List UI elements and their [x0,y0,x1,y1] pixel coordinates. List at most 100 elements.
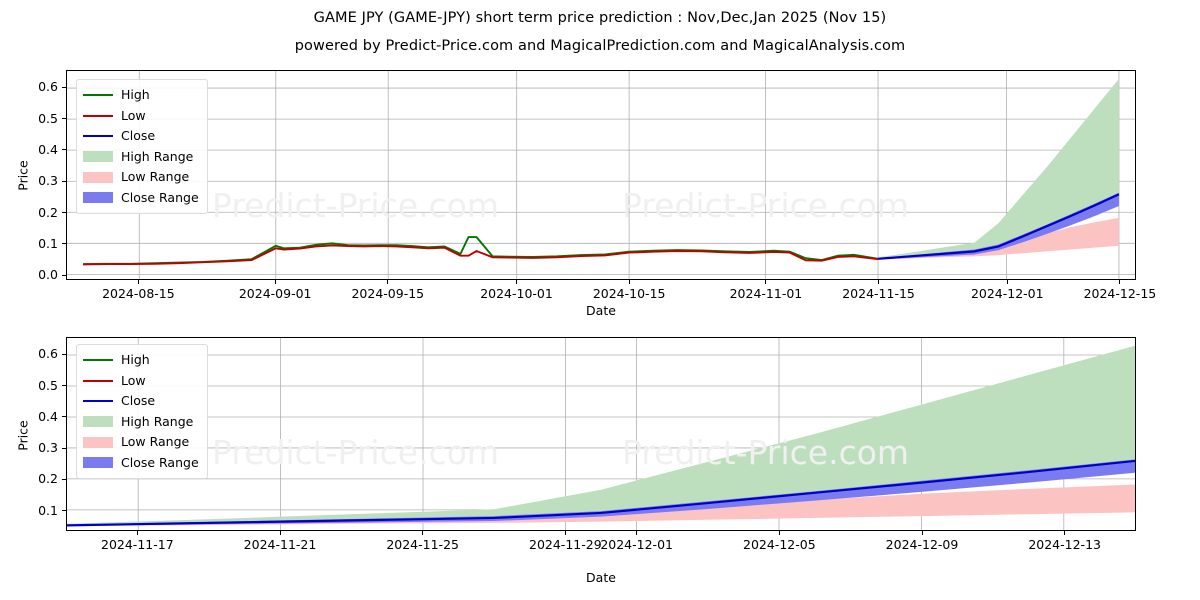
legend-line-swatch [83,114,113,117]
y-tick-label-overview: 0.4 [38,141,58,157]
x-tick-mark-zoomed [1064,531,1066,535]
x-tick-label-zoomed: 2024-11-25 [386,537,459,552]
x-tick-mark-zoomed [778,531,780,535]
y-tick-mark-overview [62,86,66,88]
x-tick-mark-zoomed [136,531,138,535]
x-tick-mark-zoomed [422,531,424,535]
legend-patch-swatch [83,151,113,163]
legend-item-high: High [83,85,199,106]
y-tick-mark-zoomed [62,416,66,418]
legend-item-low-range: Low Range [83,432,199,453]
legend-line-swatch [83,359,113,362]
legend-item-close: Close [83,126,199,147]
legend-item-high-range: High Range [83,147,199,168]
zoomed-chart-plot-area: Predict-Price.com Predict-Price.com High… [66,337,1136,531]
x-tick-label-zoomed: 2024-12-01 [600,537,673,552]
y-tick-mark-overview [62,149,66,151]
legend-item-low-range: Low Range [83,167,199,188]
legend-item-close-range: Close Range [83,188,199,209]
y-tick-mark-zoomed [62,510,66,512]
y-tick-label-overview: 0.5 [38,110,58,126]
y-tick-label-zoomed: 0.4 [38,408,58,424]
legend-item-label: High [121,87,150,102]
legend-patch-swatch [83,436,113,448]
x-tick-mark-zoomed [921,531,923,535]
y-tick-mark-zoomed [62,385,66,386]
low-history-line [83,244,879,266]
x-tick-mark-overview [628,280,630,284]
x-axis-label-bottom: Date [586,570,616,585]
legend-item-label: Close [121,393,156,408]
legend-patch-swatch [83,171,113,183]
overview-chart-plot-area: Predict-Price.com Predict-Price.com High… [66,70,1136,280]
high-history-line [83,236,879,266]
x-tick-mark-overview [387,280,389,284]
x-tick-label-zoomed: 2024-12-09 [885,537,959,552]
y-tick-mark-overview [62,212,66,214]
x-tick-label-zoomed: 2024-12-05 [743,537,816,552]
legend-line-swatch [83,400,113,403]
legend-item-high: High [83,350,199,371]
legend-item-label: Close Range [121,189,199,205]
legend-item-label: Low Range [121,169,190,184]
y-tick-label-zoomed: 0.2 [38,471,58,487]
y-tick-label-overview: 0.1 [38,235,58,251]
legend-item-label: High [121,352,150,367]
x-tick-label-overview: 2024-12-01 [970,286,1044,301]
legend-item-label: Close Range [121,454,199,470]
legend-item-label: Low [121,107,146,123]
legend-line-swatch [83,135,113,138]
x-tick-mark-overview [765,280,767,284]
close-forecast-line [877,193,1120,260]
legend-item-label: Low Range [121,434,190,449]
legend-item-label: High Range [121,148,194,164]
y-tick-label-zoomed: 0.5 [38,377,58,393]
legend-item-label: Low [121,372,146,388]
high-range-band [67,345,1135,526]
legend-item-low: Low [83,106,199,127]
y-tick-label-overview: 0.3 [38,173,58,189]
y-tick-label-overview: 0.2 [38,204,58,220]
legend-line-swatch [83,94,113,97]
legend-patch-swatch [83,192,113,204]
legend-patch-swatch [83,416,113,428]
x-tick-label-overview: 2024-11-15 [842,286,915,301]
overview-chart-canvas [67,71,1135,279]
low-range-band [878,217,1119,260]
x-tick-mark-overview [878,280,880,284]
close-forecast-line [67,459,1135,527]
y-tick-mark-zoomed [62,447,66,449]
y-tick-mark-zoomed [62,353,66,355]
legend-item-label: Close [121,128,156,143]
x-tick-mark-overview [274,280,276,284]
legend-line-swatch [83,379,113,382]
x-tick-label-zoomed: 2024-11-17 [101,537,174,552]
title-block: GAME JPY (GAME-JPY) short term price pre… [0,0,1200,54]
x-tick-label-overview: 2024-12-15 [1083,286,1157,301]
y-tick-mark-zoomed [62,478,66,480]
y-tick-mark-overview [62,118,66,120]
legend-item-close: Close [83,391,199,412]
x-tick-mark-overview [516,280,518,284]
y-tick-mark-overview [62,243,66,245]
x-tick-label-overview: 2024-10-01 [480,286,553,301]
x-tick-label-zoomed: 2024-12-13 [1028,537,1101,552]
x-tick-label-overview: 2024-10-15 [592,286,666,301]
x-tick-label-overview: 2024-08-15 [102,286,175,301]
x-tick-mark-zoomed [279,531,281,535]
y-tick-label-overview: 0.0 [38,267,58,283]
x-axis-label-top: Date [586,303,616,318]
legend-item-label: High Range [121,413,194,429]
y-tick-mark-overview [62,274,66,276]
high-range-band [878,78,1119,259]
legend-item-close-range: Close Range [83,453,199,474]
x-tick-mark-zoomed [564,531,566,535]
page-subtitle: powered by Predict-Price.com and Magical… [294,38,906,54]
x-tick-label-overview: 2024-09-15 [351,286,425,301]
legend-item-high-range: High Range [83,412,199,433]
x-tick-label-overview: 2024-11-01 [729,286,803,301]
legend-overview: High Low Close High Range Low Range Close Ran… [76,79,208,214]
y-tick-label-zoomed: 0.1 [38,502,58,518]
legend-item-low: Low [83,371,199,392]
